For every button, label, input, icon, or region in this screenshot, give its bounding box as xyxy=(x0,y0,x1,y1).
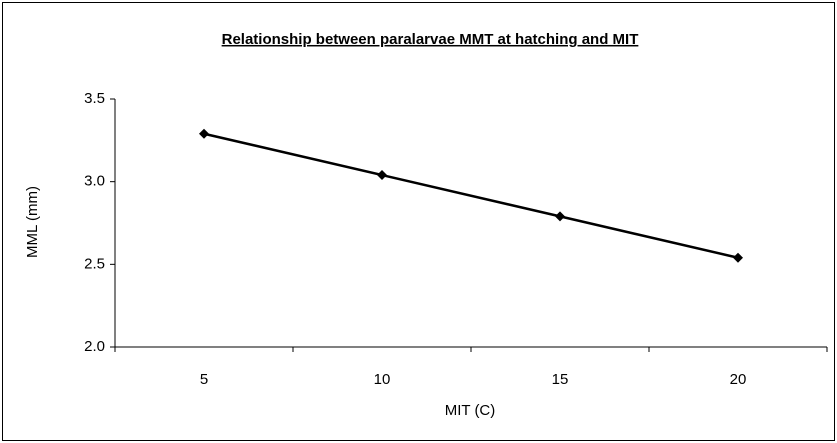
x-tick-label: 15 xyxy=(552,371,569,388)
x-tick-label: 5 xyxy=(200,371,208,388)
marker xyxy=(555,211,565,222)
line xyxy=(203,132,739,259)
marker xyxy=(377,170,387,181)
x-axis-label: MIT (C) xyxy=(445,402,496,419)
marker xyxy=(733,252,743,263)
y-axis-label: MML (mm) xyxy=(24,186,41,258)
marker xyxy=(199,128,209,139)
chart-title: Relationship between paralarvae MMT at h… xyxy=(222,31,639,48)
y-tick-label: 2.0 xyxy=(84,338,105,355)
x-tick-label: 20 xyxy=(730,371,747,388)
y-tick-label: 2.5 xyxy=(84,255,105,272)
x-tick-label: 10 xyxy=(374,371,391,388)
y-tick-label: 3.5 xyxy=(84,90,105,107)
y-tick-label: 3.0 xyxy=(84,173,105,190)
